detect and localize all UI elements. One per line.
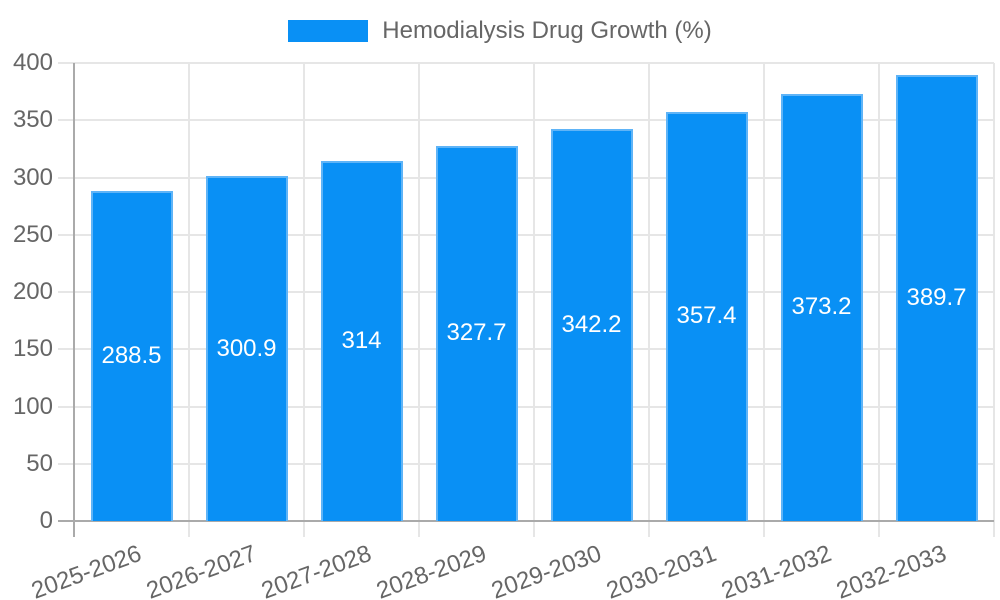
gridline-v — [878, 63, 880, 537]
x-tick-label: 2029-2030 — [487, 540, 605, 600]
bar-value-label: 288.5 — [101, 341, 162, 369]
y-axis-line — [73, 63, 75, 537]
y-tick-label: 300 — [12, 163, 53, 191]
bar[interactable] — [665, 111, 748, 521]
y-tick-label: 150 — [12, 335, 53, 363]
legend-label: Hemodialysis Drug Growth (%) — [382, 17, 712, 44]
y-tick-label: 100 — [12, 392, 53, 420]
bar[interactable] — [895, 74, 978, 521]
y-tick-label: 250 — [12, 220, 53, 248]
gridline-h — [58, 233, 994, 236]
bar[interactable] — [780, 93, 863, 521]
gridline-h — [58, 348, 994, 351]
gridline-h — [58, 462, 994, 465]
bar-value-label: 327.7 — [446, 319, 507, 347]
y-tick-label: 350 — [12, 106, 53, 134]
bar[interactable] — [550, 129, 633, 521]
bar-value-label: 357.4 — [676, 302, 737, 330]
gridline-v — [533, 63, 535, 537]
gridline-h — [58, 405, 994, 408]
bar[interactable] — [205, 176, 288, 521]
bar-value-label: 389.7 — [906, 283, 967, 311]
bar[interactable] — [90, 190, 173, 521]
gridline-h — [58, 119, 994, 122]
y-tick-label: 50 — [26, 449, 53, 477]
bar[interactable] — [320, 161, 403, 521]
x-tick-label: 2028-2029 — [372, 540, 490, 600]
bar-value-label: 300.9 — [216, 334, 277, 362]
legend-item[interactable]: Hemodialysis Drug Growth (%) — [288, 17, 712, 45]
x-tick-label: 2027-2028 — [257, 540, 375, 600]
x-tick-label: 2031-2032 — [717, 540, 835, 600]
x-tick-label: 2026-2027 — [142, 540, 260, 600]
x-tick-label: 2025-2026 — [27, 540, 145, 600]
y-tick-label: 200 — [12, 278, 53, 305]
bar-value-label: 314 — [341, 327, 382, 355]
gridline-h — [58, 62, 994, 64]
y-tick-label: 0 — [39, 507, 53, 534]
gridline-h — [58, 176, 994, 179]
bar[interactable] — [435, 145, 518, 521]
gridline-v — [303, 63, 305, 537]
x-tick-label: 2032-2033 — [832, 540, 950, 600]
bar-value-label: 342.2 — [561, 311, 622, 339]
gridline-v — [763, 63, 765, 537]
gridline-v — [188, 63, 190, 537]
x-axis-line — [58, 520, 994, 522]
y-tick-label: 400 — [12, 49, 53, 76]
legend: Hemodialysis Drug Growth (%) — [0, 16, 1000, 46]
gridline-v — [993, 63, 995, 537]
x-tick-label: 2030-2031 — [602, 540, 720, 600]
legend-swatch-icon — [288, 20, 369, 42]
gridline-v — [648, 63, 650, 537]
gridline-h — [58, 291, 994, 293]
gridline-v — [418, 63, 420, 537]
bar-value-label: 373.2 — [791, 293, 852, 321]
